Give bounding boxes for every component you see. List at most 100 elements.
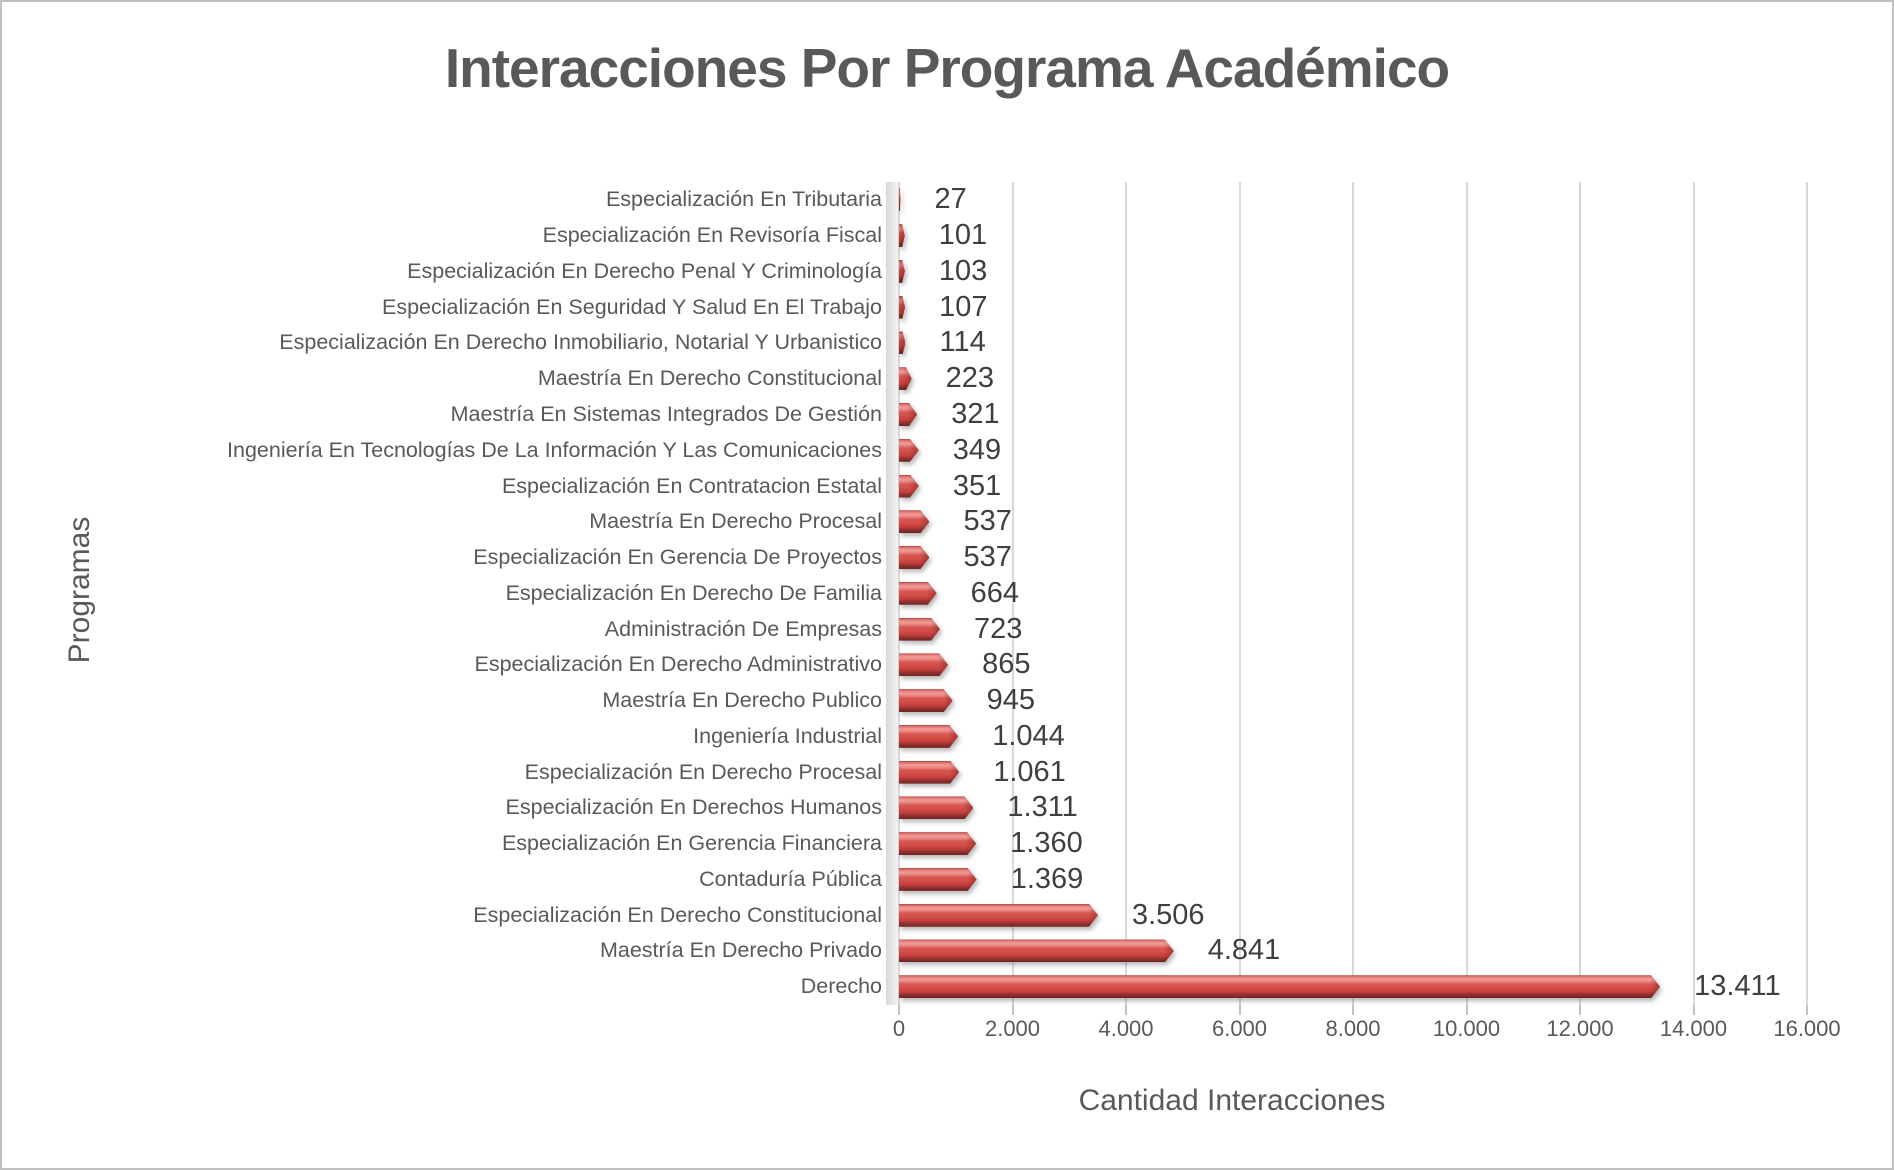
bar[interactable] [899, 474, 919, 498]
bar-fill [899, 367, 912, 391]
bar-zone: 321 [892, 397, 1000, 433]
bar[interactable] [899, 259, 905, 283]
bar-fill [899, 689, 953, 713]
bar-zone: 945 [892, 683, 1035, 719]
value-label: 723 [974, 612, 1023, 645]
chart-row: Especialización En Tributaria 27 [2, 182, 1892, 218]
x-tick-label: 8.000 [1325, 1016, 1381, 1041]
value-label: 349 [952, 433, 1002, 466]
bar-zone: 723 [892, 611, 1022, 647]
bar-zone: 865 [892, 647, 1030, 683]
value-label: 1.311 [1007, 791, 1078, 824]
x-tick-label: 14.000 [1659, 1016, 1728, 1041]
bar-fill [899, 546, 930, 570]
bar-fill [899, 402, 918, 426]
bar[interactable] [899, 867, 977, 891]
chart-row: Especialización En Contratacion Estatal 3… [2, 468, 1892, 504]
chart-row: Maestría En Derecho Publico 945 [2, 683, 1892, 719]
bar[interactable] [899, 903, 1098, 927]
x-tick-label: 4.000 [1098, 1016, 1154, 1041]
x-tick-label: 6.000 [1211, 1016, 1268, 1041]
gridline [1806, 182, 1808, 1005]
bar[interactable] [899, 760, 960, 784]
bar[interactable] [899, 724, 959, 748]
x-tick-label: 0 [892, 1016, 906, 1041]
axis-tick-mark [898, 1005, 900, 1015]
bar-zone: 3.506 [892, 897, 1205, 933]
bar-fill [899, 224, 905, 248]
bar-zone: 107 [892, 289, 987, 325]
bar-zone: 349 [892, 432, 1001, 468]
bar[interactable] [899, 975, 1661, 999]
bar[interactable] [899, 796, 974, 820]
category-label: Especialización En Tributaria [605, 187, 882, 212]
category-label: Especialización En Derechos Humanos [505, 795, 882, 820]
category-label: Maestría En Derecho Procesal [589, 509, 882, 534]
value-label: 4.841 [1207, 934, 1281, 967]
category-label: Administración De Empresas [604, 616, 882, 641]
chart-row: Maestría En Derecho Procesal 537 [2, 504, 1892, 540]
value-label: 537 [963, 541, 1012, 574]
x-axis-title: Cantidad Interacciones [1078, 1084, 1386, 1117]
bar-fill [899, 832, 977, 856]
bar[interactable] [899, 581, 937, 605]
x-tick-label: 16.000 [1773, 1016, 1841, 1041]
bar[interactable] [899, 617, 941, 641]
chart-row: Administración De Empresas 723 [2, 611, 1892, 647]
value-label: 945 [986, 684, 1036, 717]
bar[interactable] [899, 653, 949, 677]
bar-zone: 27 [892, 182, 967, 218]
bar-fill [899, 259, 905, 283]
bar[interactable] [899, 367, 912, 391]
value-label: 537 [963, 505, 1012, 538]
bar-fill [899, 724, 959, 748]
bar-zone: 114 [892, 325, 986, 361]
bar[interactable] [899, 546, 930, 570]
bar-fill [899, 939, 1174, 963]
category-label: Contaduría Pública [699, 866, 882, 891]
bar-fill [899, 867, 977, 891]
chart-row: Maestría En Derecho Privado 4.841 [2, 933, 1892, 969]
bar-zone: 664 [892, 575, 1019, 611]
value-label: 865 [982, 648, 1031, 681]
bar-fill [899, 510, 930, 534]
bar[interactable] [899, 331, 906, 355]
bar[interactable] [899, 939, 1174, 963]
bar-zone: 4.841 [892, 933, 1280, 969]
category-label: Especialización En Derecho Penal Y Crimi… [407, 258, 882, 283]
bar-fill [899, 617, 941, 641]
bar[interactable] [899, 224, 905, 248]
chart-row: Especialización En Gerencia Financiera 1.… [2, 826, 1892, 862]
value-label: 114 [939, 326, 986, 359]
chart-row: Especialización En Derecho Procesal 1.061 [2, 754, 1892, 790]
value-label: 13.411 [1694, 970, 1781, 1003]
bar-fill [899, 653, 949, 677]
axis-tick-mark [1352, 1005, 1354, 1015]
gridline [1238, 182, 1241, 1005]
category-label: Especialización En Gerencia De Proyectos [473, 545, 882, 570]
axis-tick-mark [1692, 1005, 1695, 1015]
bar[interactable] [899, 438, 919, 462]
axis-tick-mark [1238, 1005, 1241, 1015]
bar-zone: 1.311 [892, 790, 1078, 826]
axis-tick-mark [1465, 1005, 1468, 1015]
bar[interactable] [899, 689, 953, 713]
gridline [1579, 182, 1581, 1005]
value-label: 1.369 [1010, 862, 1084, 895]
category-label: Especialización En Derecho Procesal [524, 759, 882, 784]
chart-row: Ingeniería En Tecnologías De La Informac… [2, 432, 1892, 468]
bar[interactable] [899, 295, 906, 319]
value-label: 1.061 [993, 755, 1066, 788]
x-tick-label: 2.000 [984, 1016, 1041, 1041]
value-label: 223 [945, 362, 995, 395]
chart-row: Especialización En Derecho Administrativ… [2, 647, 1892, 683]
value-label: 1.360 [1010, 827, 1083, 860]
x-axis-tick-labels: 0 2.000 4.000 6.000 8.000 10.000 12.000 14.000 1… [2, 1016, 1892, 1056]
bar[interactable] [899, 510, 930, 534]
bar[interactable] [899, 832, 977, 856]
bar-fill [899, 331, 906, 355]
bar-fill [899, 796, 974, 820]
category-label: Especialización En Contratacion Estatal [501, 473, 882, 498]
bar[interactable] [899, 402, 918, 426]
bar[interactable] [899, 188, 901, 212]
